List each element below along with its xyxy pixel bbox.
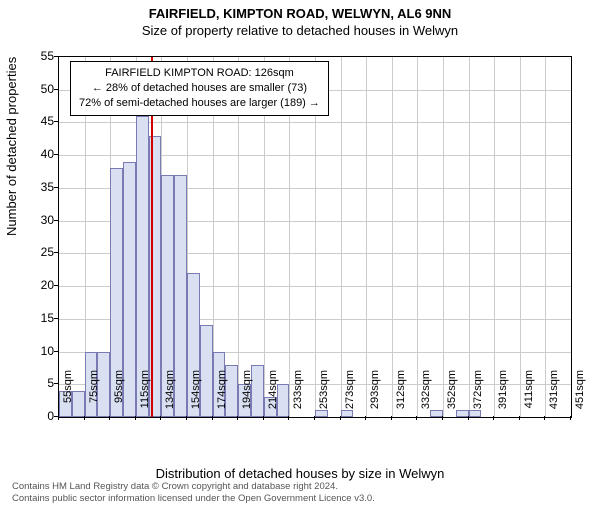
gridline-v [392, 57, 393, 417]
y-tick-mark [54, 89, 58, 90]
x-tick-label: 253sqm [318, 370, 330, 420]
chart-title-sub: Size of property relative to detached ho… [0, 23, 600, 38]
gridline-v [366, 57, 367, 417]
y-tick-label: 50 [24, 82, 54, 96]
x-tick-mark [186, 416, 187, 420]
x-tick-label: 273sqm [344, 370, 356, 420]
x-tick-mark [58, 416, 59, 420]
y-tick-mark [54, 351, 58, 352]
x-tick-label: 174sqm [216, 370, 228, 420]
x-tick-label: 411sqm [523, 370, 535, 420]
x-tick-mark [109, 416, 110, 420]
x-axis-label: Distribution of detached houses by size … [0, 466, 600, 481]
y-tick-mark [54, 187, 58, 188]
y-tick-label: 10 [24, 344, 54, 358]
y-tick-mark [54, 285, 58, 286]
x-tick-mark [468, 416, 469, 420]
legend-line: ← 28% of detached houses are smaller (73… [79, 81, 320, 96]
legend-line: 72% of semi-detached houses are larger (… [79, 96, 320, 111]
y-tick-label: 40 [24, 147, 54, 161]
x-tick-label: 233sqm [292, 370, 304, 420]
x-tick-label: 372sqm [472, 370, 484, 420]
x-tick-label: 431sqm [548, 370, 560, 420]
x-tick-label: 154sqm [190, 370, 202, 420]
gridline-v [520, 57, 521, 417]
x-tick-label: 194sqm [241, 370, 253, 420]
x-tick-mark [493, 416, 494, 420]
x-tick-label: 312sqm [395, 370, 407, 420]
x-tick-label: 214sqm [267, 370, 279, 420]
y-tick-mark [54, 220, 58, 221]
x-tick-mark [365, 416, 366, 420]
x-tick-label: 134sqm [164, 370, 176, 420]
x-tick-label: 391sqm [497, 370, 509, 420]
x-tick-mark [237, 416, 238, 420]
gridline-v [417, 57, 418, 417]
x-tick-mark [570, 416, 571, 420]
legend-line: FAIRFIELD KIMPTON ROAD: 126sqm [79, 66, 320, 81]
gridline-v [341, 57, 342, 417]
footer-line-2: Contains public sector information licen… [12, 493, 375, 504]
y-tick-mark [54, 121, 58, 122]
y-tick-label: 15 [24, 311, 54, 325]
x-tick-mark [212, 416, 213, 420]
x-tick-label: 75sqm [88, 370, 100, 420]
y-axis-label: Number of detached properties [4, 57, 19, 236]
x-tick-label: 332sqm [420, 370, 432, 420]
x-tick-label: 352sqm [446, 370, 458, 420]
footer-line-1: Contains HM Land Registry data © Crown c… [12, 481, 375, 492]
gridline-v [443, 57, 444, 417]
y-tick-mark [54, 154, 58, 155]
y-tick-label: 25 [24, 245, 54, 259]
y-tick-label: 20 [24, 278, 54, 292]
x-tick-mark [391, 416, 392, 420]
x-tick-label: 451sqm [574, 370, 586, 420]
x-tick-mark [544, 416, 545, 420]
x-tick-mark [314, 416, 315, 420]
y-tick-label: 0 [24, 409, 54, 423]
x-tick-label: 95sqm [113, 370, 125, 420]
chart-title-main: FAIRFIELD, KIMPTON ROAD, WELWYN, AL6 9NN [0, 6, 600, 21]
y-tick-label: 5 [24, 376, 54, 390]
x-tick-mark [160, 416, 161, 420]
x-tick-label: 55sqm [62, 370, 74, 420]
x-tick-mark [84, 416, 85, 420]
y-tick-mark [54, 383, 58, 384]
histogram-bar [174, 175, 187, 417]
x-tick-label: 115sqm [139, 370, 151, 420]
x-tick-mark [340, 416, 341, 420]
gridline-v [545, 57, 546, 417]
footer-attribution: Contains HM Land Registry data © Crown c… [12, 481, 375, 504]
y-tick-mark [54, 318, 58, 319]
y-tick-label: 30 [24, 213, 54, 227]
y-tick-label: 45 [24, 114, 54, 128]
x-tick-mark [288, 416, 289, 420]
x-tick-label: 293sqm [369, 370, 381, 420]
y-tick-label: 35 [24, 180, 54, 194]
y-tick-mark [54, 56, 58, 57]
gridline-v [469, 57, 470, 417]
x-tick-mark [263, 416, 264, 420]
gridline-v [494, 57, 495, 417]
x-tick-mark [519, 416, 520, 420]
y-tick-label: 55 [24, 49, 54, 63]
legend-box: FAIRFIELD KIMPTON ROAD: 126sqm← 28% of d… [70, 61, 329, 116]
x-tick-mark [442, 416, 443, 420]
x-tick-mark [135, 416, 136, 420]
y-tick-mark [54, 252, 58, 253]
x-tick-mark [416, 416, 417, 420]
